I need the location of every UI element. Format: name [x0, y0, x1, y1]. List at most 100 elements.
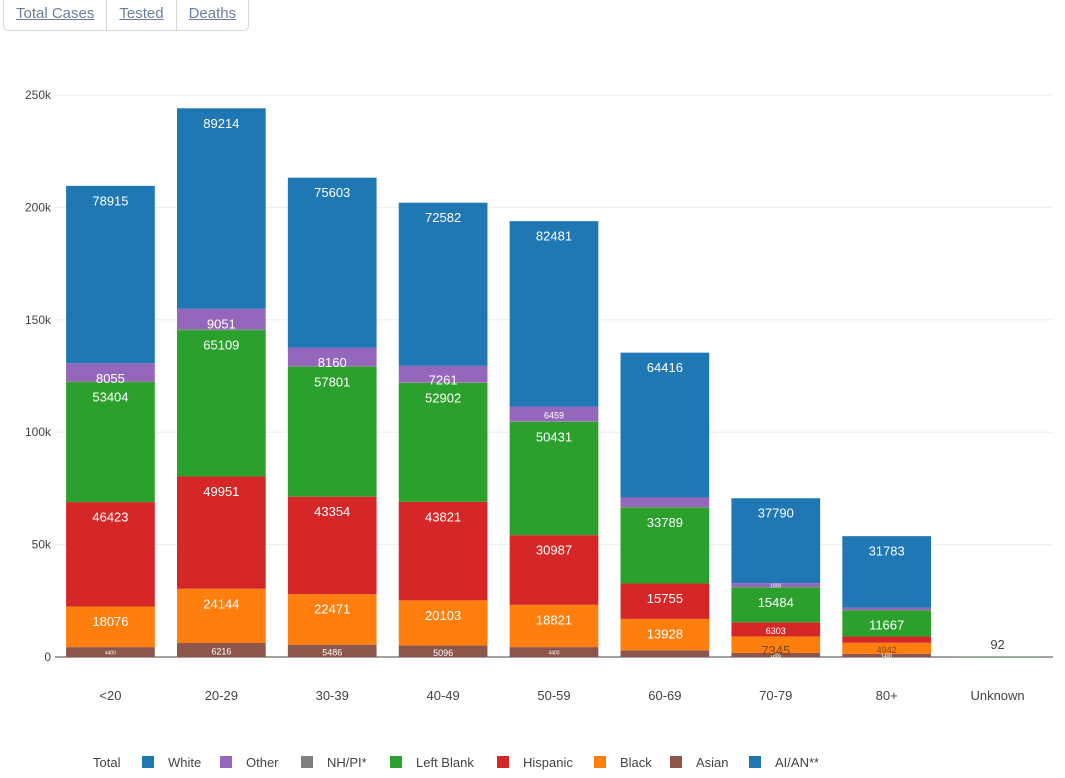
tab-tested[interactable]: Tested [107, 0, 177, 30]
bar-segment [509, 647, 599, 657]
legend-swatch [142, 756, 154, 768]
bar-segment [287, 366, 377, 497]
bar-segment [398, 202, 488, 366]
data-label: 1800 [770, 584, 781, 590]
bar-segment [731, 583, 821, 588]
category-label: 60-69 [648, 688, 681, 703]
data-label: 18821 [536, 612, 572, 627]
y-tick-label: 100k [25, 425, 52, 439]
bar-segment [176, 308, 266, 330]
bar-segment [176, 108, 266, 309]
total-label: 92 [990, 637, 1004, 652]
data-label: 4400 [548, 651, 559, 657]
bar-segment [398, 382, 488, 502]
bar-segment [287, 365, 377, 367]
bar-segment [398, 645, 488, 657]
bar-segment [620, 507, 710, 584]
data-label: 20103 [425, 608, 461, 623]
bar-segment [398, 600, 488, 646]
bar-segment [398, 501, 488, 601]
data-label: 65109 [203, 338, 239, 353]
bar-segment [731, 498, 821, 584]
legend-swatch [497, 756, 509, 768]
data-label: 43354 [314, 504, 350, 519]
data-label: 37790 [758, 506, 794, 521]
bar-segment [731, 622, 821, 637]
data-label: 4942 [877, 645, 897, 655]
bar-segment [287, 177, 377, 348]
bar-segment [176, 330, 266, 477]
data-label: 11667 [869, 618, 904, 633]
data-label: 13928 [647, 626, 683, 641]
legend-swatch [220, 756, 232, 768]
data-label: 15484 [758, 595, 794, 610]
data-label: 50431 [536, 429, 572, 444]
data-label: 57801 [314, 374, 350, 389]
data-label: 52902 [425, 390, 461, 405]
category-label: 40-49 [426, 688, 459, 703]
bar-segment [620, 352, 710, 498]
category-label: 70-79 [759, 688, 792, 703]
y-tick-label: 200k [25, 200, 52, 214]
category-label: <20 [99, 688, 121, 703]
bar-segment [842, 636, 932, 643]
y-tick-label: 150k [25, 313, 52, 327]
category-label: Unknown [970, 688, 1024, 703]
bar-segment [620, 618, 710, 651]
bar-segment [731, 636, 821, 653]
data-label: 75603 [314, 185, 350, 200]
data-label: 6303 [766, 626, 786, 636]
bar-segment [398, 365, 488, 383]
bar-segment [176, 476, 266, 589]
bar-segment [620, 497, 710, 508]
legend-item-label: Left Blank [416, 755, 474, 770]
data-label: 33789 [647, 515, 683, 530]
data-label: 43821 [425, 509, 461, 524]
bar-segment [287, 347, 377, 366]
data-label: 7261 [429, 373, 458, 388]
bar-segment [66, 647, 155, 657]
data-label: 1800 [770, 653, 781, 659]
bar-segment [509, 421, 599, 536]
tab-total-cases[interactable]: Total Cases [4, 0, 108, 30]
data-label: 64416 [647, 360, 683, 375]
bar-segment [176, 643, 266, 657]
data-label: 1400 [881, 654, 892, 660]
data-label: 46423 [92, 510, 128, 525]
bar-segment [731, 652, 821, 657]
bar-segment [620, 583, 710, 619]
view-tabs: Total Cases Tested Deaths [3, 0, 250, 31]
data-label: 9051 [207, 316, 236, 331]
legend-swatch [594, 756, 606, 768]
y-tick-label: 0 [44, 650, 51, 664]
bar-segment [509, 604, 599, 648]
category-label: 20-29 [205, 688, 238, 703]
data-label: 30987 [536, 543, 572, 558]
legend-item-label: AI/AN** [775, 755, 819, 770]
bar-segment [66, 502, 155, 607]
data-label: 78915 [92, 193, 128, 208]
bar-segment [66, 185, 155, 364]
bar-segment [842, 642, 932, 654]
legend-item-label: Asian [696, 755, 729, 770]
bar-segment [509, 421, 599, 422]
bar-segment [842, 610, 932, 637]
tab-deaths[interactable]: Deaths [188, 5, 237, 22]
bar-segment [509, 535, 599, 605]
bar-segment [287, 644, 377, 657]
legend-title: Total [93, 755, 121, 770]
bar-segment [398, 382, 488, 383]
bar-segment [287, 594, 377, 645]
bar-segment [620, 650, 710, 657]
data-label: 22471 [314, 602, 350, 617]
data-label: 31783 [869, 544, 905, 559]
data-label: 72582 [425, 210, 461, 225]
legend-item-label: Other [246, 755, 279, 770]
data-label: 4400 [105, 651, 116, 657]
bar-segment [509, 406, 599, 422]
bar-segment [176, 588, 266, 644]
data-label: 8160 [318, 355, 347, 370]
y-tick-label: 50k [32, 538, 52, 552]
bar-segment [66, 382, 155, 503]
